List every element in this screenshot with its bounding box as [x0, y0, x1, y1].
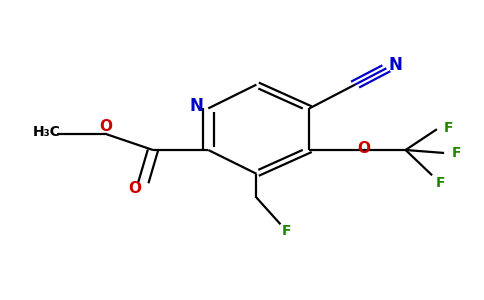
Text: O: O — [128, 181, 141, 196]
Text: F: F — [444, 121, 454, 135]
Text: H₃C: H₃C — [33, 125, 61, 139]
Text: O: O — [358, 141, 371, 156]
Text: F: F — [282, 224, 291, 238]
Text: F: F — [436, 176, 445, 190]
Text: N: N — [388, 56, 402, 74]
Text: O: O — [99, 119, 112, 134]
Text: N: N — [189, 97, 203, 115]
Text: F: F — [452, 146, 461, 160]
